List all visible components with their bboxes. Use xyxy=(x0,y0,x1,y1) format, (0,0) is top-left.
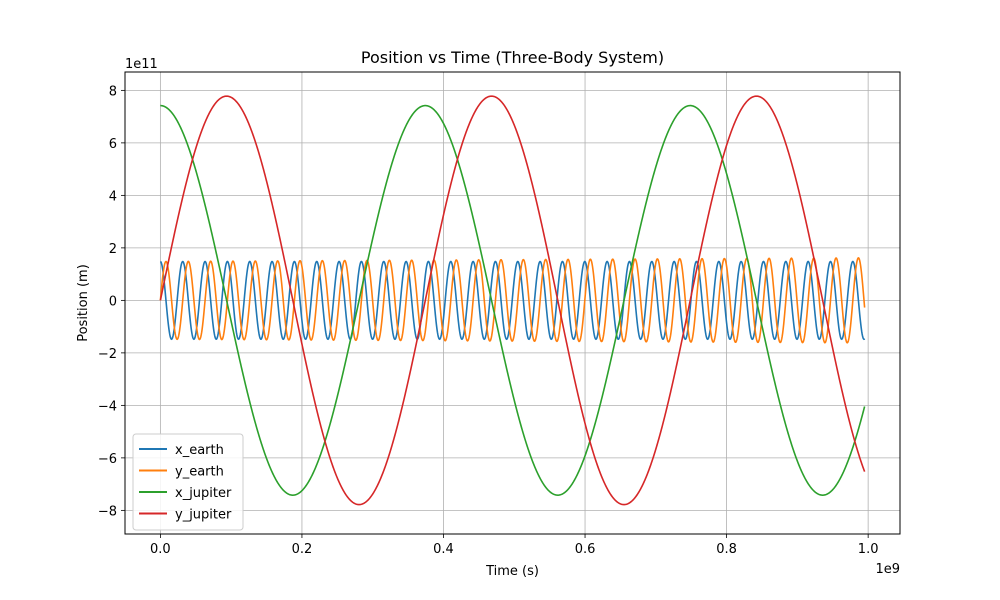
series-line-x_earth xyxy=(160,260,866,341)
y-tick-label: 2 xyxy=(109,242,117,257)
x-axis-label: Time (s) xyxy=(485,564,539,579)
y-tick-label: 4 xyxy=(109,189,117,204)
legend: x_earth y_earth x_jupiter y_jupiter xyxy=(132,433,244,531)
y-tick-label: −2 xyxy=(98,347,117,362)
y-tick-label: 8 xyxy=(109,84,117,99)
legend-label: y_jupiter xyxy=(175,508,232,523)
x-axis-offset-label: 1e9 xyxy=(875,562,900,577)
legend-label: x_jupiter xyxy=(175,486,232,501)
y-tick-label: −4 xyxy=(98,399,117,414)
y-axis-offset-label: 1e11 xyxy=(125,57,158,72)
x-tick-label: 0.0 xyxy=(150,542,171,557)
chart-title: Position vs Time (Three-Body System) xyxy=(361,48,664,67)
x-tick-label: 0.2 xyxy=(292,542,313,557)
y-tick-label: 6 xyxy=(109,137,117,152)
legend-label: x_earth xyxy=(175,443,224,458)
ticks: 0.0 0.2 0.4 0.6 0.8 1.0 −8 −6 −4 −2 0 2 4 6 8 xyxy=(98,84,879,557)
series-line-y_jupiter xyxy=(159,95,866,506)
x-tick-label: 0.4 xyxy=(433,542,454,557)
y-tick-label: −6 xyxy=(98,452,117,467)
plot-frame xyxy=(124,71,901,535)
y-tick-label: 0 xyxy=(109,294,117,309)
legend-box xyxy=(132,433,244,531)
y-axis-label: Position (m) xyxy=(76,264,91,342)
legend-label: y_earth xyxy=(175,465,224,480)
series-lines xyxy=(159,95,866,506)
x-tick-label: 1.0 xyxy=(858,542,879,557)
series-line-x_jupiter xyxy=(160,104,866,496)
y-tick-label: −8 xyxy=(98,504,117,519)
x-tick-label: 0.8 xyxy=(716,542,737,557)
x-tick-label: 0.6 xyxy=(575,542,596,557)
